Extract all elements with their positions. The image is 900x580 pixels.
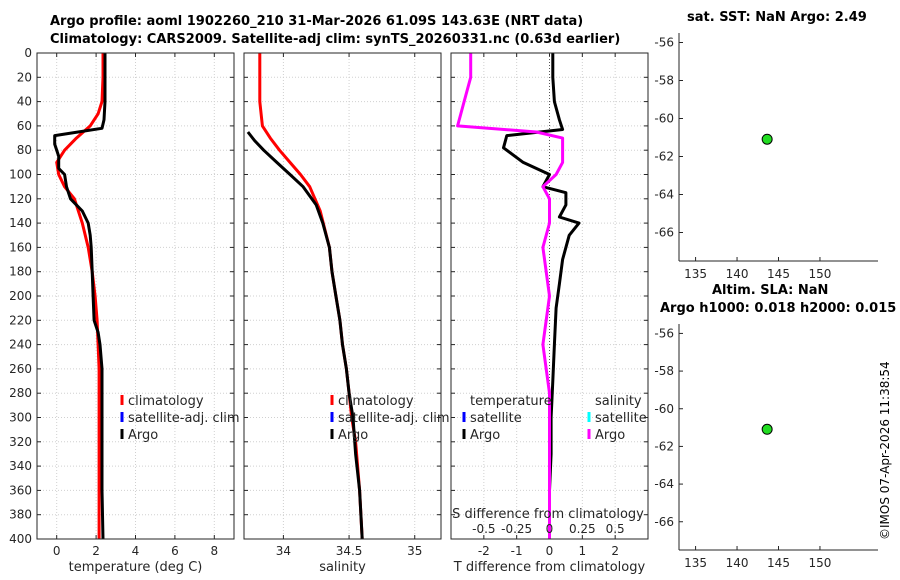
legend-satellite-adj-label: satellite-adj. clim [338, 411, 450, 426]
x-tick-label: 150 [809, 556, 832, 570]
secondary-x-tick-label: 0 [546, 522, 554, 536]
sst-map-title: sat. SST: NaN Argo: 2.49 [687, 10, 867, 25]
axes-box [36, 52, 235, 540]
x-tick-label: 34.5 [336, 544, 363, 558]
y-tick-label: 40 [17, 95, 32, 109]
y-tick-label: 220 [9, 313, 32, 327]
y-tick-label: 100 [9, 168, 32, 182]
axes-box [243, 52, 442, 540]
y-tick-label: 380 [9, 508, 32, 522]
y-tick-label: 0 [24, 46, 32, 60]
legend-temperature-header: temperature [470, 394, 552, 409]
sst-map-panel: -56 -58 -60 -62 -64 -66 135 140 145 150 [654, 33, 878, 281]
y-tick-label: 360 [9, 483, 32, 497]
legend-argo-label: Argo [128, 428, 158, 443]
x-tick-label: 145 [767, 556, 790, 570]
y-tick-label: -64 [654, 477, 674, 491]
legend-sal-argo-label: Argo [595, 428, 625, 443]
climatology-temperature-line [55, 53, 105, 539]
secondary-x-tick-label: 0.5 [606, 522, 625, 536]
x-axis-label: temperature (deg C) [69, 560, 203, 575]
legend-argo-label: Argo [338, 428, 368, 443]
figure-title-line1: Argo profile: aoml 1902260_210 31-Mar-20… [50, 14, 584, 29]
x-tick-label: 35 [407, 544, 422, 558]
secondary-x-tick-label: -0.5 [472, 522, 495, 536]
legend-satellite-adj-label: satellite-adj. clim [128, 411, 240, 426]
figure-title-line2: Climatology: CARS2009. Satellite-adj cli… [50, 32, 621, 47]
argo-position-marker [761, 133, 773, 145]
y-tick-label: 280 [9, 386, 32, 400]
y-tick-label: 260 [9, 362, 32, 376]
y-tick-label: 80 [17, 143, 32, 157]
argo-salinity-diff-line [456, 53, 565, 539]
legend-temp-satellite-label: satellite [470, 411, 522, 426]
y-tick-label: -66 [654, 515, 674, 529]
y-tick-label: 140 [9, 216, 32, 230]
argo-temperature-line [53, 53, 107, 540]
x-tick-label: 1 [579, 544, 587, 558]
sla-map-title-line2: Argo h1000: 0.018 h2000: 0.015 [660, 301, 897, 316]
y-tick-label: 340 [9, 459, 32, 473]
y-tick-label: 20 [17, 70, 32, 84]
x-tick-label: -1 [511, 544, 523, 558]
x-tick-label: 2 [611, 544, 619, 558]
y-tick-label: -66 [654, 226, 674, 240]
legend-temp-argo-label: Argo [470, 428, 500, 443]
y-tick-label: 400 [9, 532, 32, 546]
x-tick-label: 34 [276, 544, 291, 558]
x-tick-label: 145 [767, 267, 790, 281]
temperature-panel: 0204060801001201401601802002202402602803… [9, 46, 240, 575]
x-tick-label: 135 [684, 556, 707, 570]
argo-temperature-diff-line [502, 53, 581, 539]
y-tick-label: 200 [9, 289, 32, 303]
y-tick-label: -60 [654, 402, 674, 416]
y-tick-label: -62 [654, 150, 674, 164]
y-tick-label: -56 [654, 326, 674, 340]
y-tick-label: 180 [9, 265, 32, 279]
y-tick-label: 240 [9, 338, 32, 352]
x-axis-label: T difference from climatology [453, 560, 646, 575]
axes-box [450, 52, 649, 540]
y-tick-label: 300 [9, 411, 32, 425]
x-tick-label: 135 [684, 267, 707, 281]
sla-map-title-line1: Altim. SLA: NaN [712, 283, 829, 298]
y-tick-label: 120 [9, 192, 32, 206]
difference-panel: -2 -1 0 1 2 T difference from climatology temp… [450, 52, 649, 575]
legend-salinity-header: salinity [595, 394, 642, 409]
legend-sal-satellite-label: satellite [595, 411, 647, 426]
x-tick-label: 140 [726, 267, 749, 281]
secondary-x-tick-label: -0.25 [501, 522, 532, 536]
x-tick-label: -2 [478, 544, 490, 558]
x-tick-label: 2 [92, 544, 100, 558]
salinity-panel: 34 34.5 35 salinity climatology satellite-adj… [243, 52, 450, 575]
legend-climatology-label: climatology [338, 394, 414, 409]
x-tick-label: 6 [171, 544, 179, 558]
x-tick-label: 0 [53, 544, 61, 558]
sla-map-panel: -56 -58 -60 -62 -64 -66 135 140 145 150 [654, 324, 878, 570]
y-tick-label: 160 [9, 240, 32, 254]
legend-climatology-label: climatology [128, 394, 204, 409]
x-tick-label: 0 [546, 544, 554, 558]
y-tick-label: -58 [654, 74, 674, 88]
argo-position-marker [761, 423, 773, 435]
x-tick-label: 140 [726, 556, 749, 570]
y-tick-label: -56 [654, 36, 674, 50]
argo-salinity-line [246, 131, 364, 540]
y-tick-label: 320 [9, 435, 32, 449]
x-tick-label: 4 [132, 544, 140, 558]
x-tick-label: 150 [809, 267, 832, 281]
secondary-x-tick-label: 0.25 [569, 522, 596, 536]
x-tick-label: 8 [210, 544, 218, 558]
y-tick-label: -64 [654, 188, 674, 202]
y-tick-label: -58 [654, 364, 674, 378]
y-tick-label: -62 [654, 439, 674, 453]
secondary-x-axis-label: S difference from climatology [452, 507, 644, 522]
y-tick-label: -60 [654, 112, 674, 126]
x-axis-label: salinity [319, 560, 366, 575]
y-tick-label: 60 [17, 119, 32, 133]
